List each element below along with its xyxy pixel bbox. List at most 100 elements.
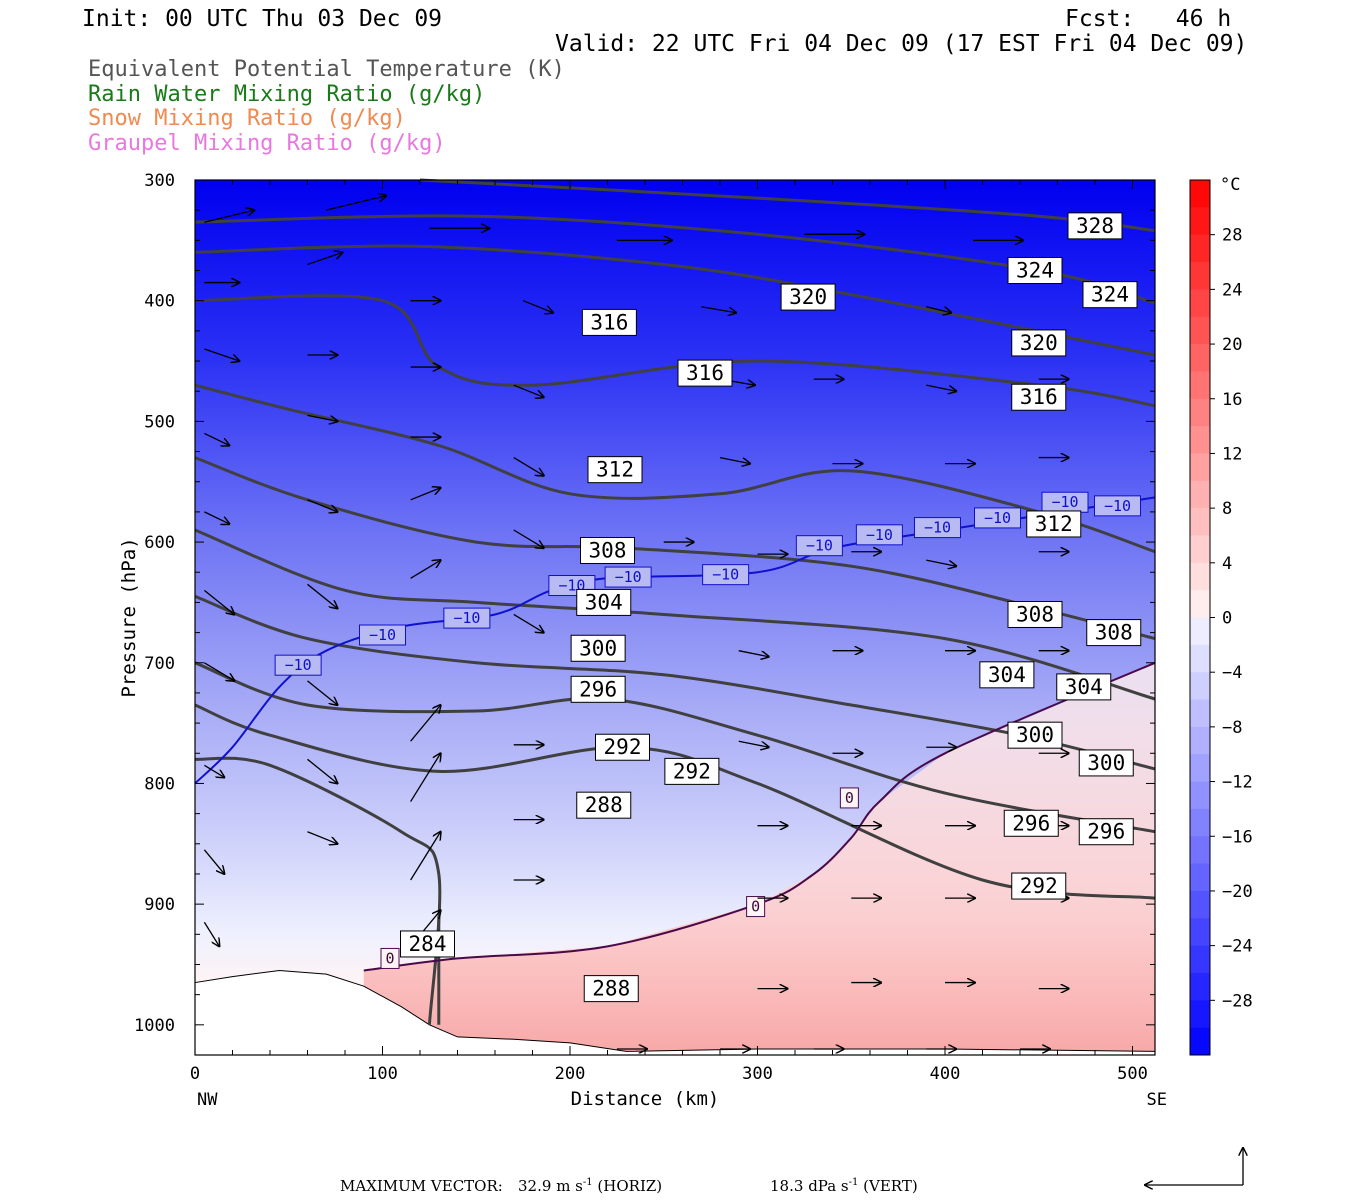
colorbar-band xyxy=(1190,699,1210,728)
max-horiz-vector: 32.9 m s-1 (HORIZ) xyxy=(518,1177,662,1195)
isotherm-minus10-label-box xyxy=(795,535,843,557)
horiz-tag: (HORIZ) xyxy=(597,1177,663,1195)
y-tick-label: 400 xyxy=(144,292,175,312)
colorbar-band xyxy=(1190,672,1210,701)
isotherm-minus10-label: −10 xyxy=(285,656,312,674)
contour-label: 300 xyxy=(1016,723,1054,747)
contour-label-box xyxy=(587,456,643,484)
isotherm-minus10-label-box xyxy=(914,517,961,539)
y-tick-label: 300 xyxy=(144,171,175,191)
contour-label: 304 xyxy=(1065,675,1103,699)
warm-region xyxy=(363,662,1155,1055)
contour-label: 288 xyxy=(585,793,623,817)
theta-e-contour-312 xyxy=(194,383,1156,554)
wind-vector xyxy=(738,740,769,747)
x-end-label-right: SE xyxy=(1147,1090,1167,1110)
contour-label: 296 xyxy=(1087,820,1125,844)
colorbar-tick-label: 16 xyxy=(1222,390,1242,410)
contour-label: 284 xyxy=(409,932,447,956)
isotherm-minus10-label: −10 xyxy=(712,566,739,584)
vert-value: 18.3 xyxy=(770,1177,804,1195)
colorbar-tick-label: −4 xyxy=(1222,663,1242,683)
wind-vector xyxy=(513,613,544,632)
colorbar-band xyxy=(1190,863,1210,892)
wind-vector xyxy=(307,414,338,421)
y-tick-label: 800 xyxy=(144,774,175,794)
wind-vector xyxy=(326,196,386,211)
contour-label-box xyxy=(1011,872,1067,900)
colorbar-band xyxy=(1190,426,1210,454)
wind-vector xyxy=(513,529,544,548)
colorbar-band xyxy=(1190,726,1210,755)
wind-vector xyxy=(926,306,951,313)
wind-vector xyxy=(204,210,254,223)
contour-label: 304 xyxy=(585,590,623,614)
plot-frame xyxy=(194,179,1156,1056)
colorbar-band xyxy=(1190,590,1210,618)
theta-e-contour-316 xyxy=(194,294,1156,408)
contour-label: 316 xyxy=(686,361,724,385)
contour-label-box xyxy=(1003,809,1059,837)
y-tick-label: 500 xyxy=(144,412,175,432)
valid-time: Valid: 22 UTC Fri 04 Dec 09 (17 EST Fri … xyxy=(555,31,1248,57)
y-tick-label: 1000 xyxy=(134,1016,175,1036)
wind-vector xyxy=(522,300,553,313)
colorbar-unit: °C xyxy=(1220,175,1240,195)
contour-label: 316 xyxy=(590,310,628,334)
wind-vector xyxy=(203,589,234,614)
colorbar-band xyxy=(1190,535,1210,564)
wind-vector xyxy=(204,764,224,777)
isotherm-zero-label-box xyxy=(380,947,400,969)
colorbar-band xyxy=(1190,890,1210,919)
colorbar-band xyxy=(1190,480,1210,509)
colorbar-band xyxy=(1190,234,1210,263)
colorbar-tick-label: 24 xyxy=(1222,280,1242,300)
colorbar-band xyxy=(1190,808,1210,837)
contour-label: 304 xyxy=(988,663,1026,687)
isotherm-minus10-label-box xyxy=(359,624,406,646)
wind-vector xyxy=(926,384,956,391)
contour-label: 292 xyxy=(1020,874,1058,898)
contour-label-box xyxy=(1007,257,1063,285)
contour-label: 308 xyxy=(1095,621,1133,645)
contour-label: 316 xyxy=(1020,385,1058,409)
axes: 300 400 500 600 700 800 900 1000 0 100 200 300 400 50… xyxy=(118,171,1167,1110)
contour-labels: 328 324 324 320 320 316 316 316 312 312 308 308 308 3… xyxy=(400,212,1142,1003)
isotherm-minus10-label: −10 xyxy=(866,526,893,544)
colorbar-band xyxy=(1190,972,1210,1001)
colorbar-band xyxy=(1190,180,1210,208)
wind-vector xyxy=(307,499,338,512)
contour-label: 328 xyxy=(1076,214,1114,238)
colorbar-band xyxy=(1190,781,1210,810)
wind-vector xyxy=(410,560,441,579)
colorbar: °C 28 24 20 16 12 8 4 0 −4 −8 −12 −16 −20 −24 −28 xyxy=(1189,175,1253,1056)
contour-label: 296 xyxy=(579,677,617,701)
contour-label-box xyxy=(664,757,720,785)
isotherm-minus10-label: −10 xyxy=(453,609,480,627)
wind-vector xyxy=(204,348,239,361)
wind-vector xyxy=(307,680,338,705)
wind-vector xyxy=(410,488,441,501)
y-tick-label: 600 xyxy=(144,533,175,553)
x-tick-label: 200 xyxy=(555,1064,586,1084)
x-tick-label: 400 xyxy=(930,1064,961,1084)
contour-label-box xyxy=(1082,281,1138,309)
colorbar-tick-label: 12 xyxy=(1222,444,1242,464)
isotherm-minus10-label: −10 xyxy=(615,568,642,586)
contour-label-box xyxy=(595,733,650,761)
colorbar-tick-label: 0 xyxy=(1222,609,1232,629)
colorbar-band xyxy=(1190,508,1210,536)
wind-vector xyxy=(203,849,224,874)
contour-label-box xyxy=(1007,600,1063,628)
contour-label-box xyxy=(583,975,639,1003)
colorbar-band xyxy=(1190,1000,1210,1029)
legend-graupel: Graupel Mixing Ratio (g/kg) xyxy=(88,131,446,156)
wind-vectors xyxy=(203,196,1068,1049)
contour-label-box xyxy=(979,661,1035,689)
contour-label: 292 xyxy=(673,759,711,783)
colorbar-band xyxy=(1190,344,1210,372)
vert-unit: dPa s xyxy=(808,1177,849,1195)
theta-e-contour-320 xyxy=(194,244,1156,357)
wind-vector xyxy=(513,384,544,397)
